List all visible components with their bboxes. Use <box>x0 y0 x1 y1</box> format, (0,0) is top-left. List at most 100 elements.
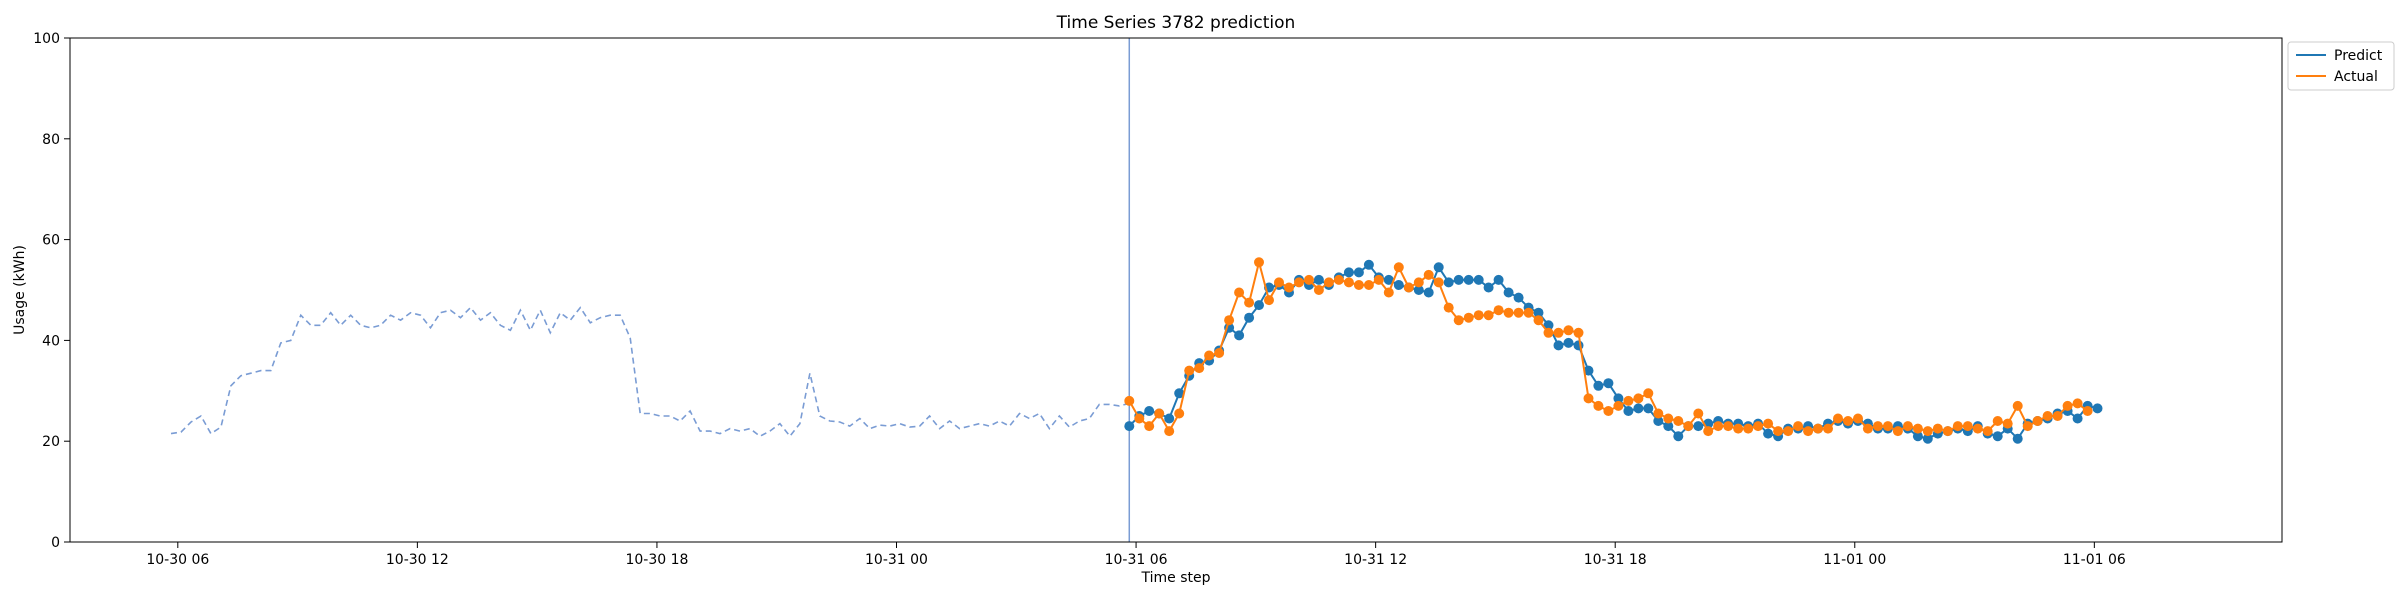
actual-data-point <box>1663 413 1674 424</box>
actual-data-point <box>1583 393 1594 404</box>
y-tick-label: 20 <box>42 434 60 450</box>
actual-data-point <box>1613 400 1624 411</box>
predict-data-point <box>1633 403 1644 414</box>
actual-data-point <box>1234 287 1245 298</box>
actual-data-point <box>1723 421 1734 432</box>
actual-data-point <box>2032 416 2043 426</box>
actual-data-point <box>1733 423 1744 434</box>
actual-data-point <box>1573 327 1584 338</box>
predict-data-point <box>1244 312 1255 323</box>
predict-data-point <box>1543 320 1554 331</box>
actual-data-point <box>1543 327 1554 338</box>
actual-data-point <box>1124 395 1135 406</box>
predict-data-point <box>1603 378 1614 389</box>
actual-data-point <box>1423 269 1434 280</box>
predict-data-point <box>1553 340 1564 351</box>
x-tick-label: 10-30 06 <box>146 552 209 568</box>
actual-data-point <box>1952 421 1963 432</box>
predict-data-point <box>1573 340 1584 351</box>
predict-data-point <box>1643 403 1654 414</box>
predict-data-point <box>1363 259 1374 270</box>
actual-data-point <box>1922 426 1933 437</box>
x-tick-label: 10-30 12 <box>386 552 449 568</box>
actual-data-point <box>1144 421 1155 432</box>
actual-data-point <box>1823 423 1833 434</box>
actual-data-point <box>1882 421 1893 432</box>
actual-data-point <box>1503 307 1514 318</box>
actual-data-point <box>1373 274 1384 285</box>
predict-data-point <box>1663 421 1674 432</box>
y-tick-label: 60 <box>42 233 60 249</box>
predict-data-point <box>1992 431 2003 442</box>
actual-data-point <box>1653 408 1664 419</box>
actual-data-point <box>1453 315 1464 326</box>
actual-data-point <box>1703 426 1714 437</box>
predict-data-point <box>1493 274 1504 285</box>
actual-data-point <box>1214 348 1225 358</box>
predict-data-point <box>1174 388 1185 399</box>
predict-data-point <box>1254 300 1264 311</box>
actual-data-point <box>1353 280 1364 290</box>
x-tick-label: 11-01 00 <box>1823 552 1886 568</box>
actual-data-point <box>1643 388 1654 399</box>
y-axis-title: Usage (kWh) <box>12 245 28 335</box>
chart-title: Time Series 3782 prediction <box>1056 13 1296 33</box>
predict-data-point <box>1533 307 1544 318</box>
actual-data-point <box>1563 325 1574 336</box>
predict-data-point <box>1473 274 1484 285</box>
actual-data-point <box>1184 365 1195 376</box>
y-tick-label: 0 <box>51 535 60 551</box>
actual-data-point <box>1693 408 1704 419</box>
legend: Predict Actual <box>2287 41 2395 91</box>
actual-data-point <box>1932 423 1943 434</box>
y-tick-label: 40 <box>42 333 60 349</box>
actual-data-point <box>1982 426 1993 437</box>
actual-data-point <box>1403 282 1414 293</box>
predict-data-point <box>1234 330 1245 341</box>
actual-data-point <box>1872 421 1883 432</box>
predict-data-point <box>2092 403 2103 414</box>
predict-data-point <box>1593 380 1604 391</box>
predict-data-point <box>1563 337 1574 348</box>
actual-data-point <box>2062 400 2073 411</box>
predict-data-point <box>1483 282 1494 293</box>
predict-data-point <box>1763 428 1774 439</box>
predict-data-point <box>1653 416 1664 426</box>
actual-data-point <box>1493 305 1504 316</box>
plot-area <box>170 38 2103 542</box>
predict-data-point <box>1423 287 1434 298</box>
actual-data-point <box>1992 416 2003 426</box>
actual-data-point <box>1673 416 1684 426</box>
x-axis-title: Time step <box>1141 570 1211 586</box>
actual-data-point <box>1793 421 1804 432</box>
predict-data-point <box>1413 285 1424 295</box>
actual-data-point <box>1862 423 1873 434</box>
predict-data-point <box>1693 421 1704 432</box>
actual-data-point <box>1753 421 1764 432</box>
actual-data-point <box>1483 310 1494 321</box>
predict-data-point <box>1513 292 1524 303</box>
actual-data-point <box>1553 327 1564 338</box>
actual-data-point <box>1274 277 1284 288</box>
actual-data-point <box>1294 277 1304 288</box>
actual-data-point <box>1343 277 1354 288</box>
actual-data-point <box>1443 302 1454 313</box>
actual-data-point <box>1603 406 1614 416</box>
predict-data-point <box>1164 413 1175 424</box>
history-series-line <box>170 306 1130 438</box>
predict-data-point <box>1353 267 1364 278</box>
actual-data-point <box>1763 418 1774 429</box>
x-tick-label: 11-01 06 <box>2063 552 2126 568</box>
actual-data-point <box>1813 423 1823 434</box>
actual-data-point <box>1264 295 1274 306</box>
actual-data-point <box>1254 257 1264 268</box>
actual-data-point <box>1433 277 1444 288</box>
actual-data-point <box>1623 395 1634 406</box>
actual-data-point <box>1164 426 1175 437</box>
actual-data-point <box>1533 315 1544 326</box>
actual-data-point <box>1284 282 1294 293</box>
actual-data-point <box>2052 411 2063 421</box>
actual-data-point <box>1154 408 1165 419</box>
actual-data-point <box>1912 423 1923 434</box>
